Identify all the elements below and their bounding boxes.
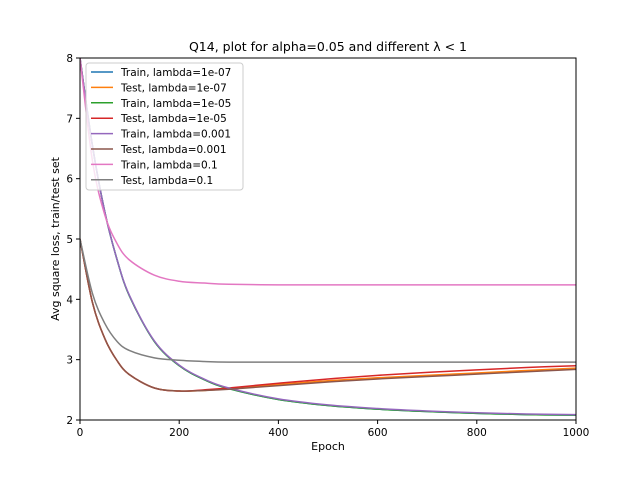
x-axis: 0 200 400 600 800 1000	[77, 420, 590, 439]
legend-label: Test, lambda=0.1	[120, 175, 213, 187]
series-line-8	[80, 238, 576, 363]
x-tick-label: 800	[467, 427, 487, 439]
legend-label: Train, lambda=1e-07	[120, 67, 231, 79]
x-tick-label: 600	[368, 427, 388, 439]
y-tick-label: 8	[66, 53, 73, 65]
x-tick-label: 400	[268, 427, 288, 439]
legend-label: Train, lambda=1e-05	[120, 98, 231, 110]
y-tick-label: 5	[66, 234, 73, 246]
y-tick-label: 2	[66, 415, 73, 427]
chart-title: Q14, plot for alpha=0.05 and different λ…	[189, 39, 467, 54]
series-group	[80, 58, 576, 416]
y-axis-label: Avg square loss, train/test set	[49, 156, 62, 321]
x-tick-label: 1000	[563, 427, 590, 439]
legend-label: Test, lambda=0.001	[120, 144, 227, 156]
series-line-7	[80, 58, 576, 286]
x-axis-label: Epoch	[311, 440, 345, 453]
legend-label: Test, lambda=1e-05	[120, 113, 227, 125]
legend-label: Test, lambda=1e-07	[120, 82, 227, 94]
y-axis: 2 3 4 5 6 7 8	[66, 53, 80, 427]
legend-items: Train, lambda=1e-07 Test, lambda=1e-07 Tra…	[91, 67, 231, 187]
legend-label: Train, lambda=0.1	[120, 159, 218, 171]
legend-box	[85, 62, 244, 191]
x-tick-label: 200	[169, 427, 189, 439]
legend: Train, lambda=1e-07 Test, lambda=1e-07 Tra…	[85, 62, 244, 191]
y-tick-label: 6	[66, 174, 73, 186]
x-tick-label: 0	[77, 427, 84, 439]
series-line-6	[80, 238, 576, 392]
legend-label: Train, lambda=0.001	[120, 129, 231, 141]
y-tick-label: 7	[66, 113, 73, 125]
y-tick-label: 3	[66, 355, 73, 367]
y-tick-label: 4	[66, 294, 73, 306]
